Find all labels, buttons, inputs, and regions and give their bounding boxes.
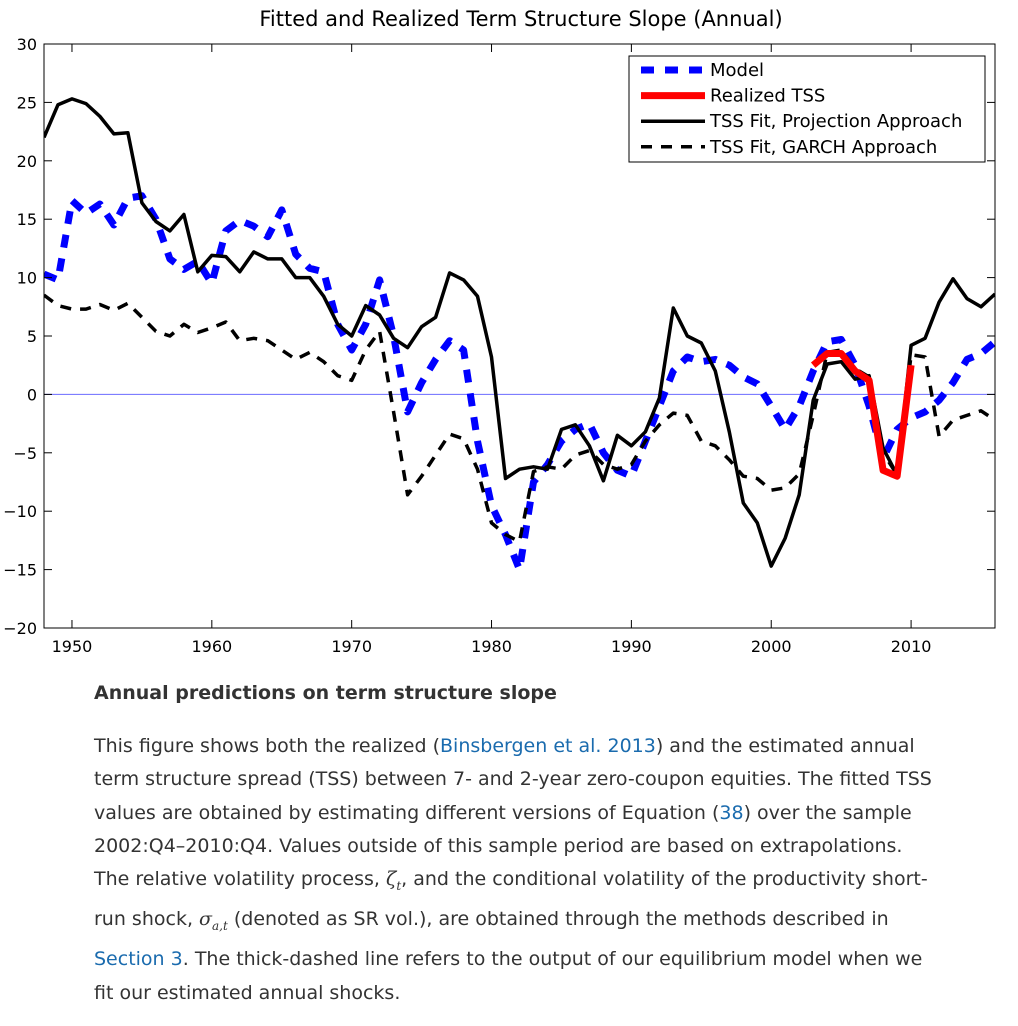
legend-box — [628, 55, 986, 163]
x-tick-label: 2000 — [751, 637, 792, 656]
caption-text-1: This figure shows both the realized ( — [94, 735, 440, 757]
axes: 1950 1960 1970 1980 1990 2000 2010−20−15−10−50… — [3, 35, 996, 656]
x-tick-label: 1990 — [611, 637, 652, 656]
legend: Model Realized TSS TSS Fit, Projection App… — [628, 55, 986, 163]
equation-link-38[interactable]: 38 — [719, 801, 744, 824]
series-line-tss-fit-garch-approach — [44, 293, 995, 544]
x-tick-label: 2010 — [891, 637, 932, 656]
y-tick-label: 5 — [27, 327, 37, 346]
y-tick-label: 10 — [17, 269, 37, 288]
caption-text-5: (denoted as SR vol.), are obtained throu… — [227, 908, 889, 931]
series-line-realized-tss — [810, 350, 915, 480]
y-tick-label: 0 — [27, 385, 37, 404]
caption-text-6: . The thick-dashed line refers to the ou… — [94, 948, 923, 1004]
chart-title: Fitted and Realized Term Structure Slope… — [259, 7, 782, 31]
legend-label: TSS Fit, Projection Approach — [709, 111, 962, 132]
section-link-3[interactable]: Section 3 — [94, 948, 183, 971]
legend-label: TSS Fit, GARCH Approach — [709, 137, 937, 158]
y-tick-label: −20 — [3, 619, 37, 638]
series-line-model — [44, 192, 995, 574]
y-tick-label: 25 — [17, 93, 37, 112]
citation-link-binsbergen[interactable]: Binsbergen et al. 2013 — [440, 735, 656, 757]
sigma-symbol: σa,t — [199, 908, 228, 934]
caption-text-4: , and the conditional volatility of the … — [94, 868, 928, 931]
x-tick-label: 1980 — [471, 637, 512, 656]
caption-body: This figure shows both the realized (Bin… — [94, 730, 934, 1010]
series-line-tss-fit-projection-approach — [44, 97, 995, 568]
legend-label: Realized TSS — [710, 86, 825, 107]
caption-text-3: ) over the sample 2002:Q4–2010:Q4. Value… — [94, 801, 912, 891]
legend-label: Model — [710, 60, 764, 81]
chart: Fitted and Realized Term Structure Slope… — [3, 7, 996, 656]
y-tick-label: 30 — [17, 35, 37, 54]
figure-caption: Annual predictions on term structure slo… — [94, 682, 934, 1010]
y-tick-label: 20 — [17, 152, 37, 171]
y-tick-label: −15 — [3, 561, 37, 580]
x-tick-label: 1950 — [52, 637, 93, 656]
plot-area — [44, 97, 995, 574]
caption-title: Annual predictions on term structure slo… — [94, 682, 557, 704]
caption-text-2: ) and the estimated annual term structur… — [94, 735, 932, 824]
y-tick-label: 15 — [17, 210, 37, 229]
zeta-symbol: ζt — [386, 868, 402, 893]
y-tick-label: −5 — [13, 444, 37, 463]
x-tick-label: 1970 — [331, 637, 372, 656]
y-tick-label: −10 — [3, 502, 37, 521]
x-tick-label: 1960 — [191, 637, 232, 656]
